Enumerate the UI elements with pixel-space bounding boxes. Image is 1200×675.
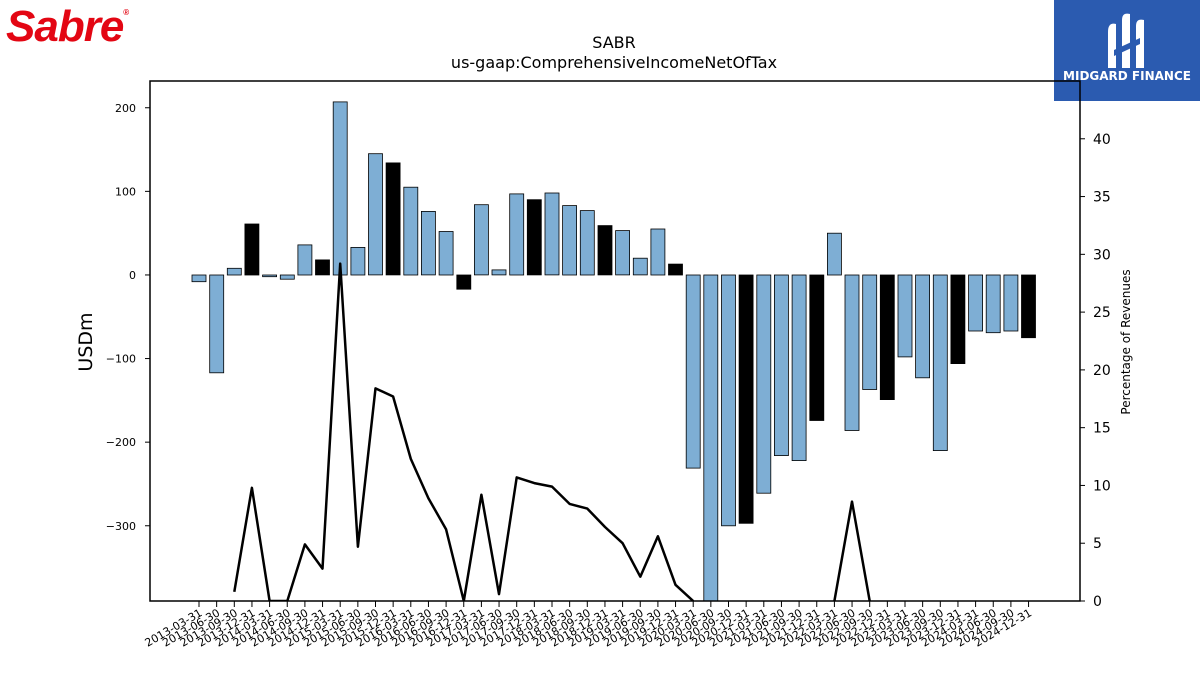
bar-2023-06-30 (915, 274, 930, 379)
y-tick-label: −200 (106, 436, 136, 449)
y2-tick-label: 20 (1093, 363, 1111, 379)
bar-2019-06-30 (632, 257, 648, 276)
bar-2020-03-31 (685, 274, 701, 469)
midgard-finance-logo: MIDGARD FINANCE (1054, 0, 1200, 101)
bar-2019-09-30 (650, 228, 666, 276)
y-tick-label: 0 (129, 269, 136, 282)
bar-2022-03-31 (827, 232, 842, 276)
bar-2014-03-31 (262, 274, 278, 278)
bar-2024-12-31 (1021, 274, 1036, 339)
bar-2023-12-31 (950, 274, 966, 364)
y2-tick-label: 0 (1093, 594, 1102, 610)
bar-2024-09-30 (1003, 274, 1019, 332)
y-axis: −300 −200 −100 0 100 200 (106, 102, 150, 533)
bar-2016-06-30 (420, 210, 436, 276)
bar-2013-06-30 (209, 274, 225, 374)
y2-tick-label: 15 (1093, 421, 1111, 437)
y2-axis: 0 5 10 15 20 25 30 35 40 (1080, 132, 1111, 610)
bar-2021-06-30 (774, 274, 789, 457)
y-tick-label: 200 (115, 102, 136, 115)
bars-group (191, 101, 1036, 602)
y2-tick-label: 25 (1093, 305, 1111, 321)
bar-2023-09-30 (932, 274, 948, 452)
bar-2013-09-30 (226, 267, 242, 276)
y-axis-label: USDm (75, 312, 97, 371)
bar-2015-09-30 (368, 153, 383, 276)
y-tick-label: −300 (106, 520, 136, 533)
bar-2014-09-30 (297, 244, 313, 276)
chart-title: SABR (592, 33, 636, 52)
y2-tick-label: 35 (1093, 190, 1111, 206)
bar-2018-06-30 (562, 205, 577, 276)
bar-2013-12-31 (244, 223, 260, 276)
bar-2022-12-31 (879, 274, 895, 400)
bar-2022-09-30 (862, 274, 878, 390)
bar-2013-03-31 (191, 274, 207, 283)
y2-tick-label: 40 (1093, 132, 1111, 148)
bar-2024-06-30 (985, 274, 1001, 334)
bar-2020-06-30 (703, 274, 719, 602)
bar-2016-03-31 (403, 186, 419, 276)
y2-axis-label: Percentage of Revenues (1119, 269, 1133, 414)
bar-2015-06-30 (350, 246, 366, 276)
y-tick-label: 100 (115, 185, 136, 198)
y2-tick-label: 5 (1093, 536, 1102, 552)
bar-2020-12-31 (738, 274, 754, 524)
bar-2018-12-31 (597, 225, 613, 276)
sabre-logo: Sabre® (6, 2, 129, 51)
bar-2018-09-30 (579, 210, 595, 276)
x-axis: 2013-03-312013-06-302013-09-302013-12-31… (143, 601, 1034, 650)
bar-2016-12-31 (456, 274, 472, 290)
bar-2017-12-31 (526, 199, 542, 276)
plot-frame (149, 80, 1081, 602)
bar-2017-03-31 (473, 204, 489, 276)
line-group (233, 262, 871, 601)
bar-2019-12-31 (668, 263, 683, 276)
bar-2024-03-31 (968, 274, 983, 332)
bar-2017-09-30 (509, 193, 525, 276)
bar-2019-03-31 (615, 230, 630, 276)
bar-2022-06-30 (844, 274, 860, 431)
bar-2017-06-30 (491, 269, 507, 276)
bar-2020-09-30 (721, 274, 736, 527)
bar-2015-03-31 (332, 101, 348, 276)
y-tick-label: −100 (106, 353, 136, 366)
chart-subtitle: us-gaap:ComprehensiveIncomeNetOfTax (451, 53, 777, 72)
bar-2014-12-31 (315, 259, 330, 276)
percentage-line (233, 262, 871, 601)
bar-2021-09-30 (791, 274, 807, 462)
bar-2018-03-31 (544, 192, 560, 276)
bar-2016-09-30 (438, 231, 454, 276)
bar-2015-12-31 (385, 162, 401, 276)
bar-2023-03-31 (897, 274, 913, 358)
y2-tick-label: 30 (1093, 247, 1111, 263)
y2-tick-label: 10 (1093, 478, 1111, 494)
bar-2021-03-31 (756, 274, 772, 494)
midgard-mark-icon (1108, 13, 1144, 69)
bar-2021-12-31 (809, 274, 825, 421)
bar-2014-06-30 (279, 274, 295, 280)
midgard-logo-text: MIDGARD FINANCE (1063, 69, 1191, 83)
